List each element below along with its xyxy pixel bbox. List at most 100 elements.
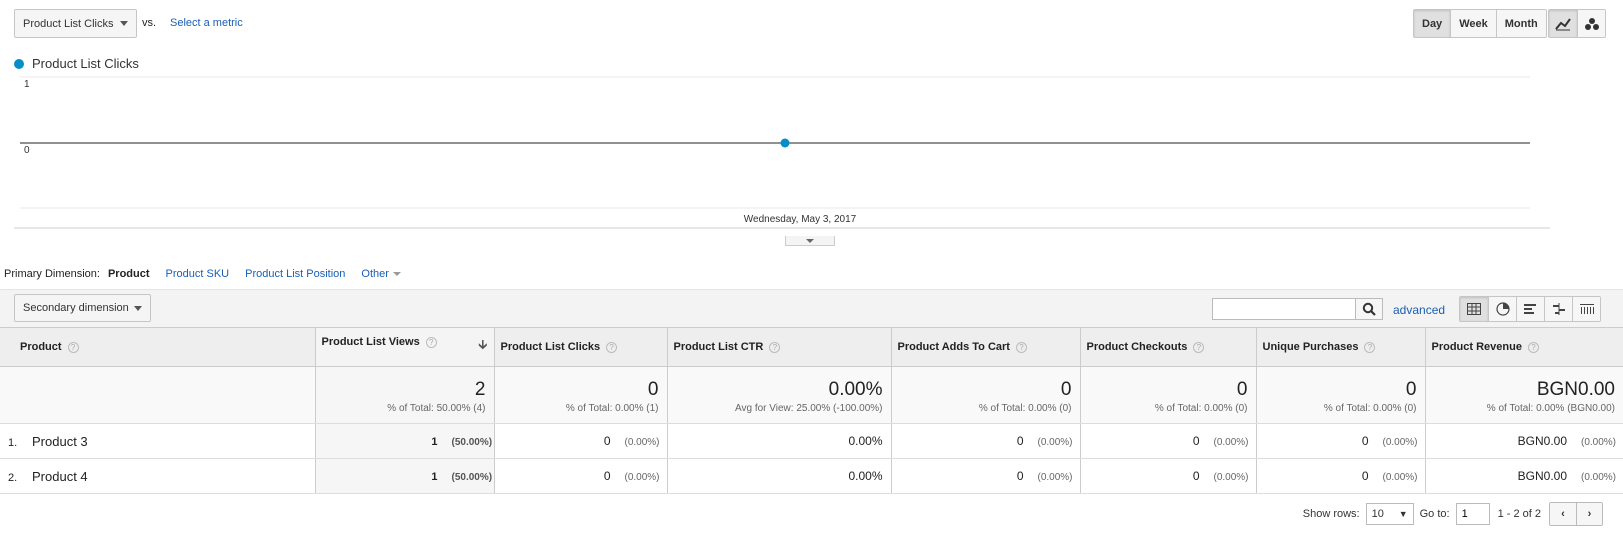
cell-percent: (0.00%) — [1037, 437, 1073, 448]
column-label: Product List Clicks — [500, 341, 601, 353]
cell-value: 0 — [1361, 469, 1369, 483]
column-label: Product Revenue — [1431, 341, 1522, 353]
search-button[interactable] — [1355, 298, 1383, 320]
cell-percent: (0.00%) — [1213, 437, 1249, 448]
revenue-cell: BGN0.00 (0.00%) — [1425, 458, 1623, 494]
data-view-button[interactable] — [1460, 297, 1488, 321]
help-icon[interactable]: ? — [1015, 342, 1027, 353]
total-value: 0 — [1405, 379, 1417, 400]
line-chart-icon — [1555, 17, 1571, 30]
percentage-view-button[interactable] — [1488, 297, 1516, 321]
column-header-product-list-clicks[interactable]: Product List Clicks? — [494, 327, 668, 367]
bubble-chart-icon — [1584, 17, 1599, 30]
ctr-cell: 0.00% — [667, 423, 892, 459]
totals-label-cell — [0, 366, 316, 424]
next-page-button[interactable]: › — [1576, 503, 1602, 525]
dimension-product: Product — [107, 268, 150, 280]
select-metric-link[interactable]: Select a metric — [170, 17, 243, 29]
total-subtext: % of Total: 50.00% (4) — [387, 403, 486, 414]
purchases-cell: 0 (0.00%) — [1256, 423, 1426, 459]
help-icon[interactable]: ? — [67, 342, 79, 353]
rows-per-page-select[interactable]: 10 ▼ — [1365, 503, 1414, 525]
cell-percent: (0.00%) — [1581, 472, 1617, 483]
pivot-view-button[interactable] — [1572, 297, 1600, 321]
column-header-product-revenue[interactable]: Product Revenue? — [1425, 327, 1623, 367]
product-link[interactable]: Product 4 — [32, 468, 88, 484]
prev-page-button[interactable]: ‹ — [1550, 503, 1576, 525]
cell-value: 0.00% — [848, 434, 883, 448]
page-range: 1 - 2 of 2 — [1497, 508, 1541, 520]
column-label: Product List CTR — [673, 341, 764, 353]
pie-chart-icon — [1495, 302, 1510, 316]
column-header-product-list-ctr[interactable]: Product List CTR? — [667, 327, 892, 367]
column-header-product[interactable]: Product? — [0, 327, 316, 367]
cell-percent: (0.00%) — [1382, 437, 1418, 448]
column-header-unique-purchases[interactable]: Unique Purchases? — [1256, 327, 1426, 367]
series-color-dot — [14, 58, 24, 69]
column-label: Unique Purchases — [1262, 341, 1359, 353]
y-tick-label: 0 — [24, 145, 30, 156]
dimension-product-list-position[interactable]: Product List Position — [245, 268, 346, 280]
help-icon[interactable]: ? — [1527, 342, 1539, 353]
totals-cell: 0 % of Total: 0.00% (0) — [891, 366, 1081, 424]
comparison-view-button[interactable] — [1544, 297, 1572, 321]
period-week-button[interactable]: Week — [1450, 10, 1496, 37]
help-icon[interactable]: ? — [425, 337, 437, 348]
help-icon[interactable]: ? — [1364, 342, 1376, 353]
total-value: 0.00% — [828, 379, 883, 400]
metric-select-label: Product List Clicks — [23, 17, 114, 30]
dimension-product-sku[interactable]: Product SKU — [165, 268, 230, 280]
table-view-toggle — [1459, 296, 1601, 322]
chart-legend: Product List Clicks — [14, 56, 139, 71]
cell-value: 0 — [1016, 469, 1024, 483]
total-subtext: % of Total: 0.00% (1) — [565, 403, 659, 414]
chart-collapse-toggle[interactable] — [785, 236, 835, 246]
cell-value: 0 — [603, 469, 611, 483]
chevron-left-icon: ‹ — [1561, 508, 1565, 520]
total-subtext: % of Total: 0.00% (0) — [1154, 403, 1248, 414]
show-rows-label: Show rows: — [1302, 508, 1360, 520]
cell-percent: (0.00%) — [1382, 472, 1418, 483]
column-header-product-list-views[interactable]: Product List Views? 🡳 — [315, 327, 495, 367]
row-number: 2. — [8, 471, 18, 484]
goto-page-input[interactable] — [1455, 503, 1490, 525]
table-search-input[interactable] — [1212, 298, 1356, 320]
help-icon[interactable]: ? — [769, 342, 781, 353]
metric-select[interactable]: Product List Clicks — [14, 9, 137, 38]
period-month-button[interactable]: Month — [1495, 10, 1546, 37]
chevron-down-icon — [806, 238, 814, 243]
help-icon[interactable]: ? — [606, 342, 618, 353]
table-row: 1. Product 3 1 (50.00%) 0 (0.00%) 0.00% 0 (0… — [0, 423, 1623, 459]
vs-label: vs. — [142, 17, 157, 29]
cell-value: 1 — [431, 436, 438, 448]
secondary-dimension-select[interactable]: Secondary dimension — [14, 294, 151, 322]
line-chart-button[interactable] — [1549, 10, 1577, 37]
chevron-right-icon: › — [1587, 508, 1592, 520]
column-header-product-adds-to-cart[interactable]: Product Adds To Cart? — [891, 327, 1081, 367]
table-header-row: Product? Product List Views? 🡳 Product Li… — [0, 327, 1623, 367]
dimension-other[interactable]: Other — [361, 268, 401, 280]
performance-view-button[interactable] — [1516, 297, 1544, 321]
column-label: Product — [20, 341, 62, 353]
cell-value: 0 — [1361, 434, 1369, 448]
product-link[interactable]: Product 3 — [32, 433, 88, 449]
advanced-filter-link[interactable]: advanced — [1393, 303, 1446, 317]
total-value: 0 — [647, 379, 659, 400]
data-table: Product? Product List Views? 🡳 Product Li… — [0, 327, 1623, 494]
bar-chart-icon — [1523, 304, 1536, 314]
secondary-dimension-label: Secondary dimension — [23, 302, 129, 314]
period-day-button[interactable]: Day — [1414, 10, 1451, 37]
total-value: 0 — [1060, 379, 1072, 400]
cell-percent: (0.00%) — [1581, 437, 1617, 448]
legend-label: Product List Clicks — [32, 56, 139, 71]
column-header-product-checkouts[interactable]: Product Checkouts? — [1080, 327, 1257, 367]
cell-value: 1 — [431, 471, 438, 483]
product-cell: 1. Product 3 — [0, 423, 316, 459]
row-number: 1. — [8, 436, 18, 449]
clicks-cell: 0 (0.00%) — [494, 458, 668, 494]
cell-value: BGN0.00 — [1517, 434, 1567, 448]
help-icon[interactable]: ? — [1193, 342, 1205, 353]
checkouts-cell: 0 (0.00%) — [1080, 458, 1257, 494]
motion-chart-button[interactable] — [1577, 10, 1605, 37]
checkouts-cell: 0 (0.00%) — [1080, 423, 1257, 459]
